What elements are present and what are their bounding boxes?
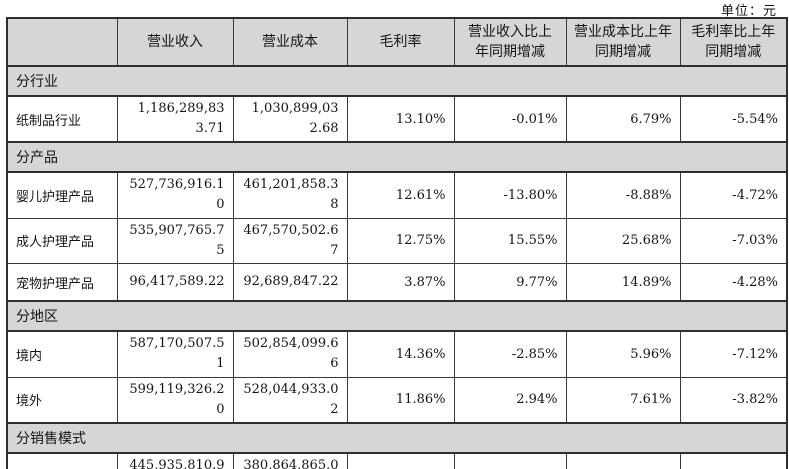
cost-yoy-cell: 7.61% bbox=[565, 376, 681, 424]
cost-cell: 528,044,933.02 bbox=[232, 376, 348, 424]
cost-cell: 92,689,847.22 bbox=[232, 262, 348, 302]
table-header-row: 营业收入 营业成本 毛利率 营业收入比上年同期增减 营业成本比上年同期增减 毛利… bbox=[6, 17, 788, 67]
column-header-margin: 毛利率 bbox=[346, 17, 455, 67]
margin-cell: 11.86% bbox=[346, 376, 455, 424]
section-row-by-industry: 分行业 bbox=[6, 65, 788, 97]
margin-yoy-cell: -7.12% bbox=[679, 330, 788, 378]
revenue-yoy-cell: 15.55% bbox=[453, 217, 567, 264]
margin-yoy-cell: -5.54% bbox=[679, 95, 788, 143]
revenue-cell: 535,907,765.75 bbox=[116, 217, 234, 264]
row-label: 婴儿护理产品 bbox=[6, 171, 118, 219]
row-label: 境外 bbox=[6, 376, 118, 424]
table-row-pet-care: 宠物护理产品 96,417,589.22 92,689,847.22 3.87%… bbox=[6, 262, 788, 302]
table-row-own-brand: 自有品牌 445,935,810.96 380,864,865.09 14.59… bbox=[6, 452, 788, 469]
cost-yoy-cell: 25.68% bbox=[565, 217, 681, 264]
cost-cell: 502,854,099.66 bbox=[232, 330, 348, 378]
margin-cell: 14.59% bbox=[346, 452, 455, 469]
row-label: 自有品牌 bbox=[6, 452, 118, 469]
margin-cell: 14.36% bbox=[346, 330, 455, 378]
margin-cell: 3.87% bbox=[346, 262, 455, 302]
column-header-revenue-yoy: 营业收入比上年同期增减 bbox=[453, 17, 567, 67]
revenue-yoy-cell: 2.94% bbox=[453, 376, 567, 424]
revenue-yoy-cell: -13.80% bbox=[453, 171, 567, 219]
revenue-cell: 445,935,810.96 bbox=[116, 452, 234, 469]
column-header-cost-yoy: 营业成本比上年同期增减 bbox=[565, 17, 681, 67]
row-label: 成人护理产品 bbox=[6, 217, 118, 264]
cost-yoy-cell: -8.88% bbox=[565, 171, 681, 219]
margin-yoy-cell: -4.72% bbox=[679, 171, 788, 219]
table-row-adult-care: 成人护理产品 535,907,765.75 467,570,502.67 12.… bbox=[6, 217, 788, 264]
column-header-revenue: 营业收入 bbox=[116, 17, 234, 67]
column-header-margin-yoy: 毛利率比上年同期增减 bbox=[679, 17, 788, 67]
section-title: 分地区 bbox=[6, 300, 788, 333]
section-row-by-product: 分产品 bbox=[6, 141, 788, 174]
margin-yoy-cell: -3.82% bbox=[679, 376, 788, 424]
cost-yoy-cell: 5.96% bbox=[565, 330, 681, 378]
column-header-cost: 营业成本 bbox=[232, 17, 348, 67]
cost-cell: 467,570,502.67 bbox=[232, 217, 348, 264]
table-row-paper-products: 纸制品行业 1,186,289,833.71 1,030,899,032.68 … bbox=[6, 95, 788, 143]
row-label: 境内 bbox=[6, 330, 118, 378]
cost-yoy-cell: 6.79% bbox=[565, 95, 681, 143]
revenue-yoy-cell: -0.01% bbox=[453, 95, 567, 143]
unit-label: 单位：元 bbox=[720, 4, 777, 19]
margin-cell: 12.75% bbox=[346, 217, 455, 264]
revenue-yoy-cell: 14.04% bbox=[453, 452, 567, 469]
row-label: 宠物护理产品 bbox=[6, 262, 118, 302]
revenue-yoy-cell: -2.85% bbox=[453, 330, 567, 378]
revenue-yoy-cell: 9.77% bbox=[453, 262, 567, 302]
cost-cell: 461,201,858.38 bbox=[232, 171, 348, 219]
section-row-by-sales-model: 分销售模式 bbox=[6, 421, 788, 454]
revenue-cell: 527,736,916.10 bbox=[116, 171, 234, 219]
section-row-by-region: 分地区 bbox=[6, 300, 788, 333]
margin-yoy-cell: -4.28% bbox=[679, 262, 788, 302]
section-title: 分行业 bbox=[6, 65, 788, 97]
segment-performance-table: 营业收入 营业成本 毛利率 营业收入比上年同期增减 营业成本比上年同期增减 毛利… bbox=[6, 17, 788, 469]
row-label: 纸制品行业 bbox=[6, 95, 118, 143]
section-title: 分销售模式 bbox=[6, 421, 788, 454]
table-row-baby-care: 婴儿护理产品 527,736,916.10 461,201,858.38 12.… bbox=[6, 171, 788, 219]
table-row-overseas: 境外 599,119,326.20 528,044,933.02 11.86% … bbox=[6, 376, 788, 424]
revenue-cell: 96,417,589.22 bbox=[116, 262, 234, 302]
table-row-domestic: 境内 587,170,507.51 502,854,099.66 14.36% … bbox=[6, 330, 788, 378]
section-title: 分产品 bbox=[6, 141, 788, 174]
cost-cell: 1,030,899,032.68 bbox=[232, 95, 348, 143]
cost-cell: 380,864,865.09 bbox=[232, 452, 348, 469]
revenue-cell: 587,170,507.51 bbox=[116, 330, 234, 378]
margin-cell: 12.61% bbox=[346, 171, 455, 219]
margin-cell: 13.10% bbox=[346, 95, 455, 143]
revenue-cell: 1,186,289,833.71 bbox=[116, 95, 234, 143]
column-header-empty bbox=[6, 17, 118, 67]
margin-yoy-cell: -7.91% bbox=[679, 452, 788, 469]
margin-yoy-cell: -7.03% bbox=[679, 217, 788, 264]
revenue-cell: 599,119,326.20 bbox=[116, 376, 234, 424]
cost-yoy-cell: 14.89% bbox=[565, 262, 681, 302]
cost-yoy-cell: 25.67% bbox=[565, 452, 681, 469]
